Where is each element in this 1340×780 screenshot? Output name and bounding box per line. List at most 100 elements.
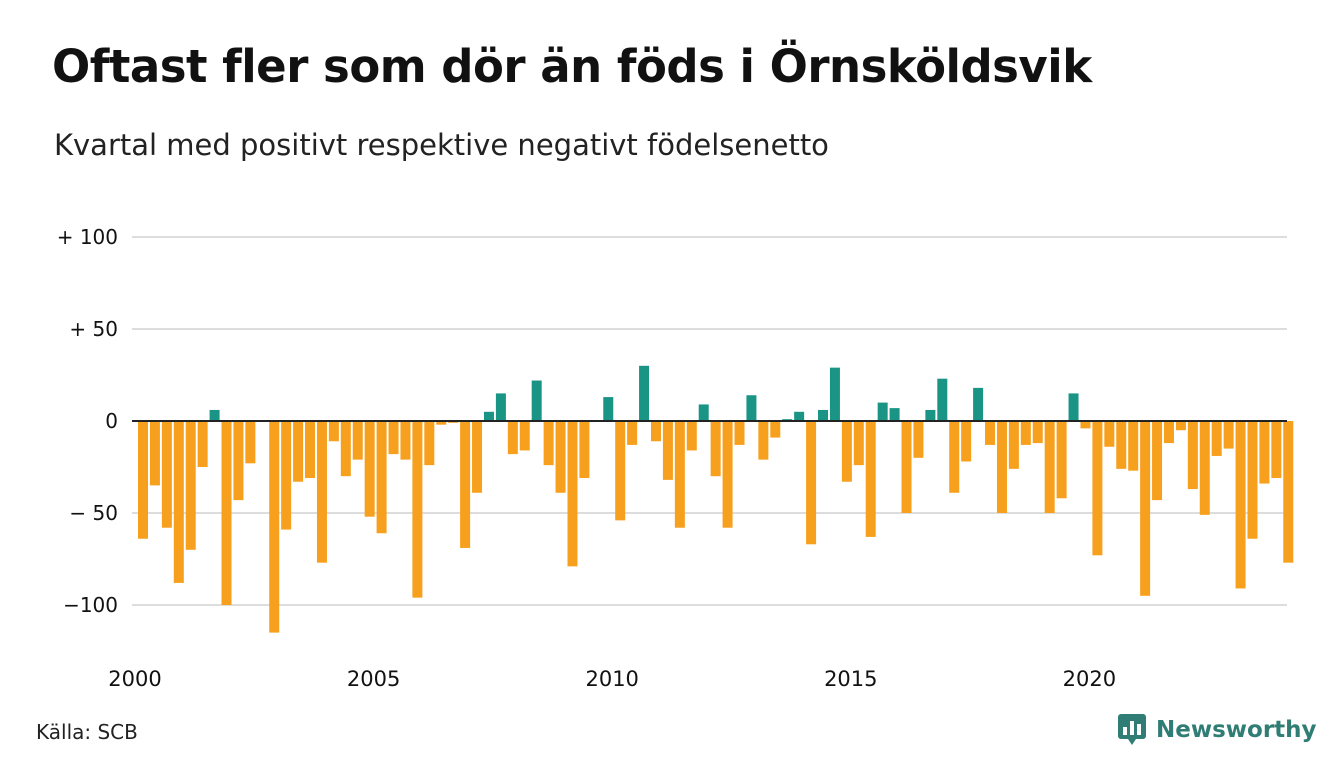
bar (472, 421, 483, 493)
bar (1140, 421, 1151, 596)
y-axis-tick-labels: + 100 + 50 0 − 50 −100 (57, 225, 118, 617)
bar (173, 421, 184, 583)
y-tick-label: + 50 (69, 317, 118, 341)
bar (722, 421, 733, 528)
bar (961, 421, 972, 462)
bar (424, 421, 435, 466)
bar (650, 421, 661, 442)
brand-logo: Newsworthy (1118, 714, 1317, 746)
x-tick-label: 2015 (824, 667, 877, 691)
bar (794, 411, 805, 421)
x-tick-label: 2010 (585, 667, 638, 691)
bar (627, 421, 638, 445)
bar (352, 421, 363, 460)
bars (138, 365, 1294, 633)
bar (161, 421, 172, 528)
bar (770, 421, 781, 438)
bar (818, 409, 829, 421)
bar (877, 402, 888, 421)
bar (543, 421, 554, 466)
bar (949, 421, 960, 493)
bar (1223, 421, 1234, 449)
bar (1211, 421, 1222, 456)
bar (937, 378, 948, 421)
bar (1032, 421, 1043, 444)
bar (209, 409, 220, 421)
bar (1044, 421, 1055, 513)
bar (1068, 393, 1079, 421)
bar-chart: + 100 + 50 0 − 50 −100 2000 2005 2010 2015 2020 (57, 225, 1294, 691)
chart-title: Oftast fler som dör än föds i Örnsköldsv… (52, 40, 1092, 93)
x-axis-tick-labels: 2000 2005 2010 2015 2020 (108, 667, 1116, 691)
bar (138, 421, 148, 539)
bar (758, 421, 769, 460)
bar (1235, 421, 1246, 589)
bar (1104, 421, 1115, 447)
bar (1020, 421, 1031, 445)
bar (328, 421, 339, 442)
bar (1092, 421, 1103, 556)
bar (853, 421, 864, 466)
bar (281, 421, 292, 530)
bar (686, 421, 697, 451)
y-tick-label: 0 (105, 409, 118, 433)
bar (567, 421, 578, 567)
source-note: Källa: SCB (36, 720, 138, 744)
bar (674, 421, 685, 528)
bar (710, 421, 721, 477)
bar (519, 421, 530, 451)
bar (531, 380, 542, 421)
bar (316, 421, 327, 563)
bar (1187, 421, 1198, 490)
bar (221, 421, 232, 605)
bar (1163, 421, 1174, 444)
bar (913, 421, 924, 458)
bar (436, 421, 447, 425)
bar (973, 387, 984, 421)
bar (555, 421, 566, 493)
bar (1175, 421, 1186, 431)
bar (1199, 421, 1210, 515)
bar (662, 421, 673, 480)
bar (269, 421, 280, 633)
bar (245, 421, 256, 464)
bar (806, 421, 817, 545)
bar (364, 421, 375, 517)
bar (1271, 421, 1282, 479)
bar (615, 421, 626, 521)
bar (185, 421, 196, 550)
bar (925, 409, 936, 421)
y-tick-label: −100 (63, 593, 118, 617)
bar (1152, 421, 1163, 501)
bar (1008, 421, 1019, 469)
bar (1080, 421, 1091, 429)
bar (1128, 421, 1139, 471)
bar (1247, 421, 1258, 539)
bar (865, 421, 876, 537)
bar (197, 421, 208, 467)
bar (985, 421, 996, 445)
bar (841, 421, 852, 482)
bar (483, 411, 494, 421)
bar (293, 421, 304, 482)
bar (1259, 421, 1270, 484)
y-tick-label: + 100 (57, 225, 118, 249)
bar (412, 421, 423, 598)
bar (149, 421, 160, 486)
newsworthy-logo-icon (1118, 714, 1146, 745)
bar (376, 421, 387, 534)
bar (901, 421, 912, 513)
bar (1056, 421, 1067, 499)
bar (388, 421, 399, 455)
bar (639, 365, 650, 421)
brand-name: Newsworthy (1156, 717, 1317, 743)
chart-subtitle: Kvartal med positivt respektive negativt… (54, 128, 829, 162)
bar (889, 408, 900, 421)
bar (495, 393, 506, 421)
bar (507, 421, 518, 455)
bar (400, 421, 411, 460)
bar (829, 367, 840, 421)
y-tick-label: − 50 (69, 501, 118, 525)
bar (746, 395, 757, 421)
bar (340, 421, 351, 477)
